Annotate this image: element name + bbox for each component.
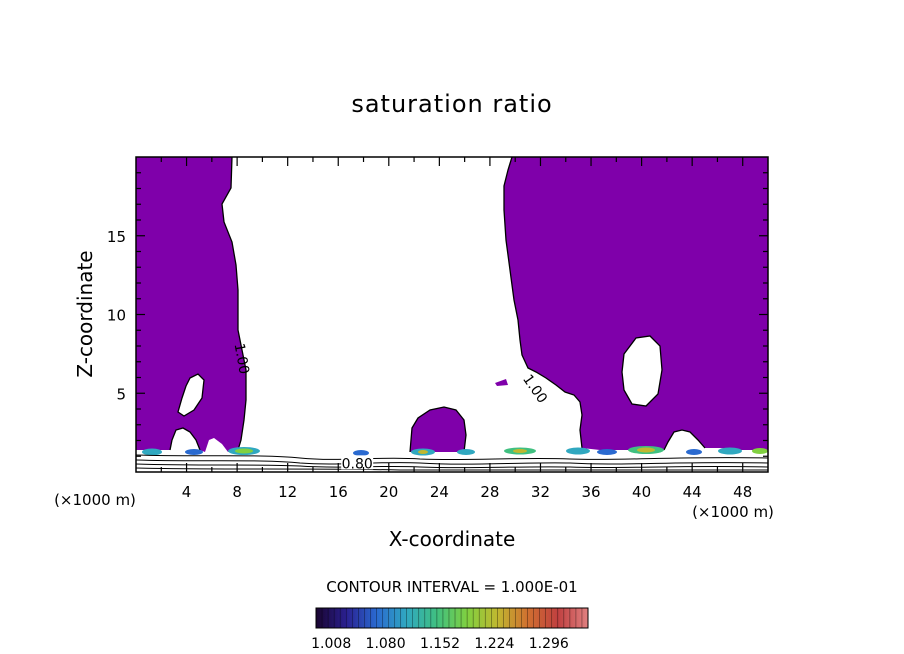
x-axis-label: X-coordinate bbox=[389, 527, 516, 551]
colorbar-tick-labels: 1.008 1.080 1.152 1.224 1.296 bbox=[311, 636, 569, 652]
plot-area bbox=[136, 157, 768, 471]
contour-label: 1.00 bbox=[231, 342, 252, 375]
contour-bumps-right bbox=[663, 429, 706, 451]
colorbar-tick-label: 1.224 bbox=[474, 636, 514, 652]
x-tick-label: 32 bbox=[531, 483, 550, 501]
y-tick-label: 5 bbox=[116, 385, 126, 403]
y-tick-label: 15 bbox=[107, 228, 126, 246]
x-tick-label: 16 bbox=[329, 483, 348, 501]
x-unit-label-right: (×1000 m) bbox=[692, 503, 774, 521]
colorbar-gradient bbox=[315, 607, 589, 629]
contour-hole-right bbox=[621, 335, 663, 407]
y-axis-label: Z-coordinate bbox=[73, 250, 97, 377]
x-tick-label: 8 bbox=[232, 483, 242, 501]
x-unit-label-left: (×1000 m) bbox=[54, 491, 136, 509]
contour-center bbox=[409, 406, 467, 453]
colorbar-tick-label: 1.008 bbox=[311, 636, 351, 652]
surface-contour-2 bbox=[136, 459, 768, 465]
y-tick-label: 10 bbox=[107, 307, 126, 325]
saturated-region-spot bbox=[495, 379, 508, 386]
contour-hole-left bbox=[177, 373, 205, 417]
contour-1-00-right bbox=[503, 157, 583, 449]
surface-contour-4 bbox=[136, 467, 768, 471]
contour-interval: CONTOUR INTERVAL = 1.000E-01 bbox=[326, 578, 577, 596]
chart-title: saturation ratio bbox=[351, 90, 552, 118]
x-tick-label: 48 bbox=[733, 483, 752, 501]
x-tick-label: 40 bbox=[632, 483, 651, 501]
colorbar-tick-label: 1.152 bbox=[420, 636, 460, 652]
colorbar bbox=[315, 607, 589, 629]
x-tick-label: 4 bbox=[182, 483, 192, 501]
x-tick-label: 36 bbox=[581, 483, 600, 501]
colorbar-divisions bbox=[321, 608, 583, 628]
saturated-region-left bbox=[136, 157, 246, 452]
axis-ticks bbox=[136, 157, 768, 472]
x-tick-label: 20 bbox=[379, 483, 398, 501]
contour-label-bg bbox=[341, 455, 374, 470]
saturated-region-right bbox=[504, 157, 768, 450]
surface-contour-3 bbox=[136, 463, 768, 469]
surface-contour-1 bbox=[136, 454, 768, 461]
saturated-region-center bbox=[410, 407, 466, 452]
x-tick-label: 28 bbox=[480, 483, 499, 501]
x-tick-labels: 4 8 12 16 20 24 28 32 36 40 44 48 bbox=[182, 483, 752, 501]
contour-1-00-left bbox=[221, 157, 247, 451]
colorbar-tick-label: 1.080 bbox=[366, 636, 406, 652]
contour-bumps-left bbox=[169, 427, 201, 451]
contour-labels: 1.001.000.80 bbox=[231, 342, 550, 472]
x-tick-label: 44 bbox=[683, 483, 702, 501]
surface-maxima bbox=[142, 446, 768, 456]
x-tick-label: 24 bbox=[430, 483, 449, 501]
contour-label: 0.80 bbox=[342, 456, 373, 472]
subsaturated-hole-right bbox=[622, 336, 662, 406]
y-tick-labels: 5 10 15 bbox=[107, 228, 126, 404]
colorbar-tick-label: 1.296 bbox=[529, 636, 569, 652]
x-tick-label: 12 bbox=[278, 483, 297, 501]
subsaturated-hole-left bbox=[178, 374, 204, 416]
